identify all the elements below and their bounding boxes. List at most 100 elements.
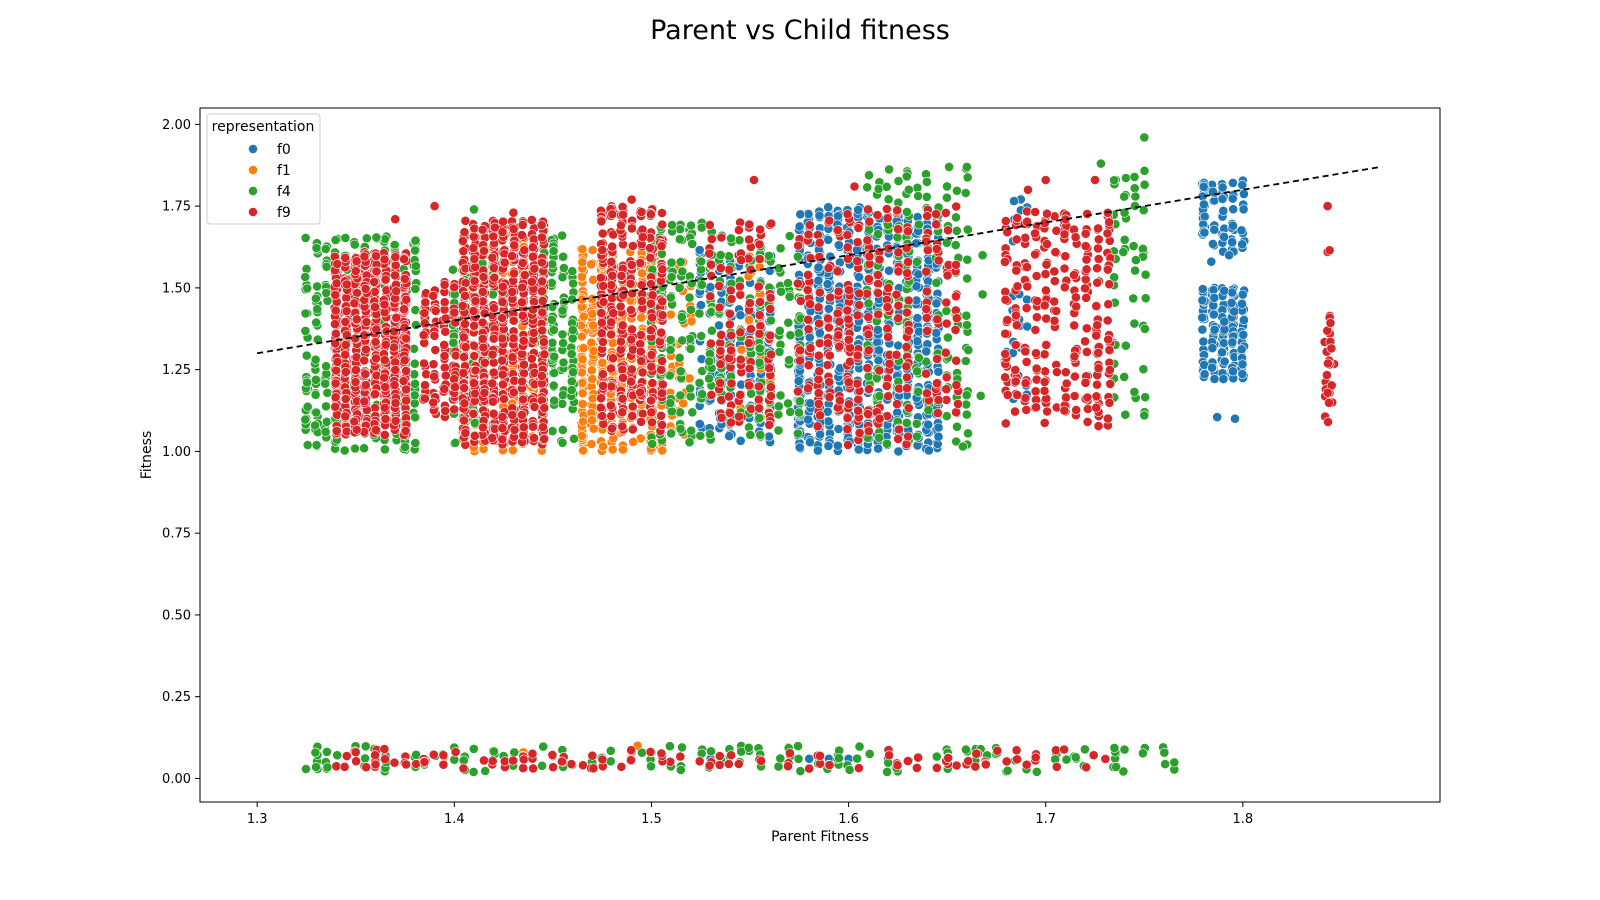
point-f4 [794,407,804,418]
point-f4 [566,349,577,359]
point-f4 [1119,744,1130,755]
point-f4 [775,243,786,254]
point-f4 [666,428,676,439]
point-f9 [537,276,547,287]
point-f9 [370,389,380,399]
point-f0 [912,336,923,347]
point-f0 [815,429,825,440]
point-f9 [457,300,468,311]
point-f4 [783,398,793,409]
point-f9 [497,423,508,433]
point-f4 [776,286,786,297]
point-f4 [874,432,884,443]
point-f4 [912,431,922,442]
point-f9 [371,251,381,261]
point-f9 [528,421,538,432]
point-f4 [706,307,717,317]
point-f9 [430,345,441,355]
point-f0 [823,303,834,314]
point-f0 [1209,373,1220,384]
point-f0 [813,275,824,286]
point-f9 [430,306,441,316]
point-f4 [509,747,520,758]
point-f4 [410,320,421,330]
point-f9 [606,317,617,328]
point-f0 [1239,315,1249,325]
point-f9 [459,227,470,238]
point-f4 [962,161,972,172]
point-f4 [912,182,923,193]
point-f4 [724,251,734,262]
point-f4 [674,352,685,363]
point-f0 [814,328,825,338]
point-f4 [1129,318,1140,329]
point-f1 [587,293,597,304]
point-f4 [310,389,321,400]
point-f1 [587,415,597,426]
point-f9 [537,295,548,306]
point-f4 [696,331,707,341]
point-f9 [598,337,608,347]
point-f9 [605,400,616,411]
point-f9 [608,308,619,318]
point-f9 [487,432,498,443]
point-f0 [822,279,833,289]
point-f0 [1209,292,1220,303]
point-f9 [449,307,460,318]
point-f9 [487,396,498,407]
point-f4 [1096,158,1106,169]
point-f1 [607,444,618,455]
point-f1 [665,309,676,320]
point-f9 [596,308,607,318]
point-f0 [1227,337,1238,348]
point-f4 [1131,255,1141,265]
point-f4 [704,356,715,367]
points-layer [300,132,1339,777]
point-f4 [666,272,677,282]
point-f4 [775,753,786,764]
point-f4 [448,264,458,275]
point-f9 [330,305,341,316]
point-f4 [922,176,932,187]
point-f9 [598,380,608,391]
point-f0 [823,202,834,213]
point-f0 [813,445,823,456]
point-f9 [724,264,735,275]
point-f9 [350,266,361,276]
point-f9 [597,228,608,239]
point-f4 [488,746,499,757]
point-f0 [1009,196,1019,206]
point-f4 [1109,175,1119,186]
point-f9 [478,272,489,282]
point-f4 [300,308,311,319]
point-f4 [359,443,369,454]
point-f4 [1138,748,1148,759]
point-f0 [724,431,734,441]
point-f9 [370,424,381,435]
point-f4 [311,762,321,772]
point-f0 [853,444,864,455]
point-f9 [735,289,746,300]
point-f9 [479,245,489,256]
point-f4 [675,366,686,377]
point-f0 [1217,182,1228,193]
point-f9 [598,369,608,380]
point-f4 [311,407,322,418]
point-f4 [311,440,322,450]
point-f4 [754,343,765,354]
point-f4 [958,441,968,452]
point-f9 [477,317,488,328]
point-f9 [598,297,609,307]
point-f0 [1237,369,1248,379]
point-f4 [301,263,312,274]
point-f9 [508,333,519,344]
point-f4 [1120,409,1131,420]
point-f4 [901,417,912,428]
point-f9 [497,333,508,344]
point-f4 [793,741,803,751]
point-f1 [736,344,747,355]
point-f9 [618,372,628,383]
point-f9 [488,231,499,242]
point-f4 [873,229,883,240]
point-f9 [657,296,668,307]
